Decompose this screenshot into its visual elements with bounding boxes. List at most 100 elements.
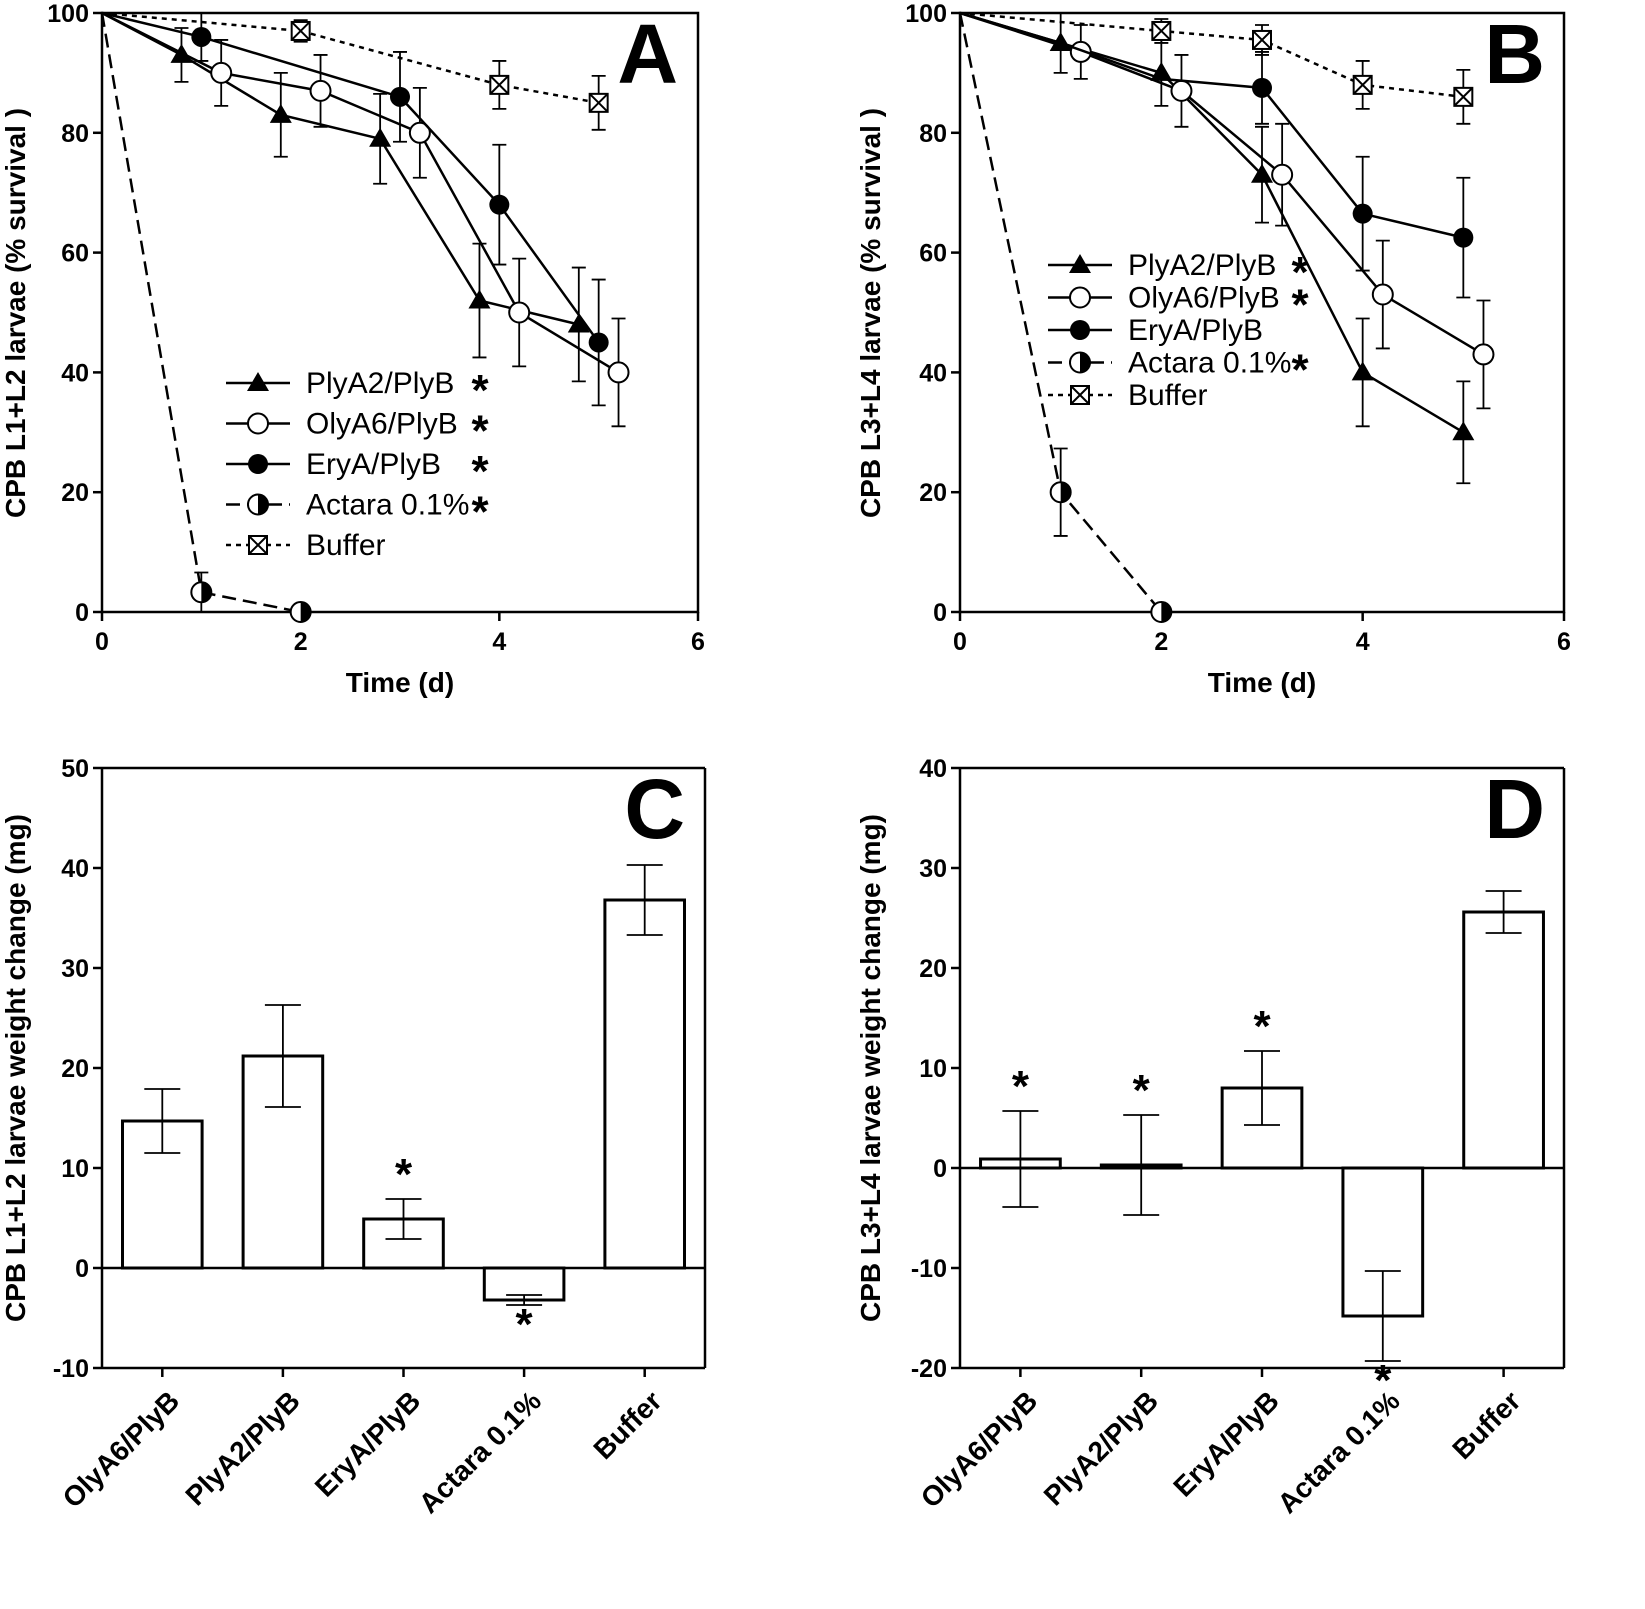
x-tick-label: 0 (95, 628, 109, 656)
significance-star: * (395, 1150, 413, 1199)
data-point (369, 127, 392, 147)
x-tick-label: Actara 0.1% (413, 1385, 547, 1519)
y-tick-label: 40 (61, 855, 89, 883)
data-point-half (201, 582, 212, 603)
x-axis-label: Time (d) (346, 667, 454, 698)
series-line (101, 11, 599, 105)
y-axis-label: CPB L1+L2 larvae weight change (mg) (0, 814, 31, 1322)
data-point (191, 26, 212, 47)
series-circle-open (101, 11, 630, 428)
y-tick-label: 30 (61, 955, 89, 983)
y-tick-label: -10 (53, 1355, 89, 1383)
panel-letter: A (617, 7, 678, 101)
y-tick-label: 100 (47, 0, 89, 28)
series-line (101, 11, 580, 326)
plot-frame-A (100, 11, 700, 614)
panel-C: -10 0 10 20 30 40 50 CPB L1+L2 larvae weight ch… (0, 755, 707, 1519)
x-tick-label: PlyA2/PlyB (1038, 1385, 1164, 1511)
data-point-half (1060, 482, 1071, 503)
y-tick-label: 20 (919, 479, 947, 507)
y-tick-label: 30 (919, 855, 947, 883)
data-point-x (489, 75, 510, 95)
legend: PlyA2/PlyB *OlyA6/PlyB *EryA/PlyB *Actara 0… (226, 366, 489, 562)
series-line (959, 11, 1485, 356)
error-bar (1485, 890, 1522, 934)
y-tick-label: 0 (933, 1155, 947, 1183)
y-tick-label: 0 (75, 599, 89, 627)
data-point (508, 301, 531, 324)
panel-letter: C (624, 762, 685, 856)
data-point (1352, 74, 1373, 95)
significance-star: * (1012, 1062, 1030, 1111)
panel-letter: D (1484, 762, 1545, 856)
y-tick-label: 80 (61, 120, 89, 148)
significance-star: * (1133, 1066, 1151, 1115)
data-point (289, 601, 312, 623)
data-point (1252, 77, 1272, 98)
legend-label: OlyA6/PlyB (306, 408, 458, 441)
x-tick-label: 0 (953, 628, 967, 656)
data-point (1271, 163, 1294, 186)
x-tick-label: 6 (1557, 628, 1571, 656)
y-tick-label: 10 (919, 1055, 947, 1083)
error-bar (1123, 1114, 1160, 1216)
legend-label: PlyA2/PlyB (306, 367, 454, 400)
significance-star: * (471, 488, 489, 537)
significance-star: * (1374, 1356, 1392, 1405)
data-point (1453, 227, 1474, 248)
significance-star: * (471, 447, 489, 496)
x-tick-label: Actara 0.1% (1272, 1385, 1406, 1519)
series-line (959, 11, 1464, 239)
y-tick-label: 40 (61, 359, 89, 387)
significance-star: * (1291, 346, 1309, 395)
data-point-half (1161, 602, 1172, 622)
data-point (588, 332, 609, 353)
legend-label: EryA/PlyB (306, 448, 441, 481)
data-point (1049, 481, 1072, 504)
legend-label: OlyA6/PlyB (1128, 282, 1280, 315)
error-bar (626, 864, 663, 936)
legend-label: Actara 0.1% (306, 489, 469, 522)
data-point (290, 20, 311, 41)
data-point-half (300, 602, 311, 622)
legend-marker-x (248, 535, 268, 555)
y-tick-label: 10 (61, 1155, 89, 1183)
data-point-x (1453, 87, 1474, 107)
legend-marker-x (1070, 385, 1090, 405)
y-tick-label: 20 (61, 479, 89, 507)
legend-marker-half (1080, 352, 1090, 373)
data-point (269, 103, 292, 123)
data-point (607, 361, 630, 384)
series-circle-filled (101, 11, 609, 407)
y-tick-label: -20 (911, 1355, 947, 1383)
y-tick-label: 50 (61, 755, 89, 783)
series-circle-half (958, 12, 1173, 623)
y-tick-label: 20 (61, 1055, 89, 1083)
x-tick-label: 6 (691, 628, 705, 656)
legend-marker (247, 372, 269, 391)
data-point (1371, 283, 1394, 306)
significance-star: * (516, 1300, 534, 1349)
x-tick-label: 4 (1356, 628, 1370, 656)
data-point (1453, 86, 1474, 107)
y-tick-label: 20 (919, 955, 947, 983)
legend-marker (1069, 286, 1091, 309)
legend-marker (1069, 254, 1091, 273)
y-tick-label: 0 (933, 599, 947, 627)
series-circle-open (959, 11, 1495, 410)
series-square-x (101, 11, 609, 131)
series-circle-filled (959, 11, 1474, 299)
data-point (1472, 343, 1495, 366)
data-point (1352, 203, 1373, 224)
series-line (100, 12, 301, 614)
legend-label: PlyA2/PlyB (1128, 249, 1276, 282)
x-tick-label: 2 (1154, 628, 1168, 656)
data-point (210, 61, 233, 84)
y-tick-label: 40 (919, 755, 947, 783)
data-point-x (1252, 30, 1272, 50)
data-point (309, 79, 332, 102)
x-tick-label: 2 (294, 628, 308, 656)
y-axis-label: CPB L3+L4 larvae (% survival ) (855, 108, 886, 518)
